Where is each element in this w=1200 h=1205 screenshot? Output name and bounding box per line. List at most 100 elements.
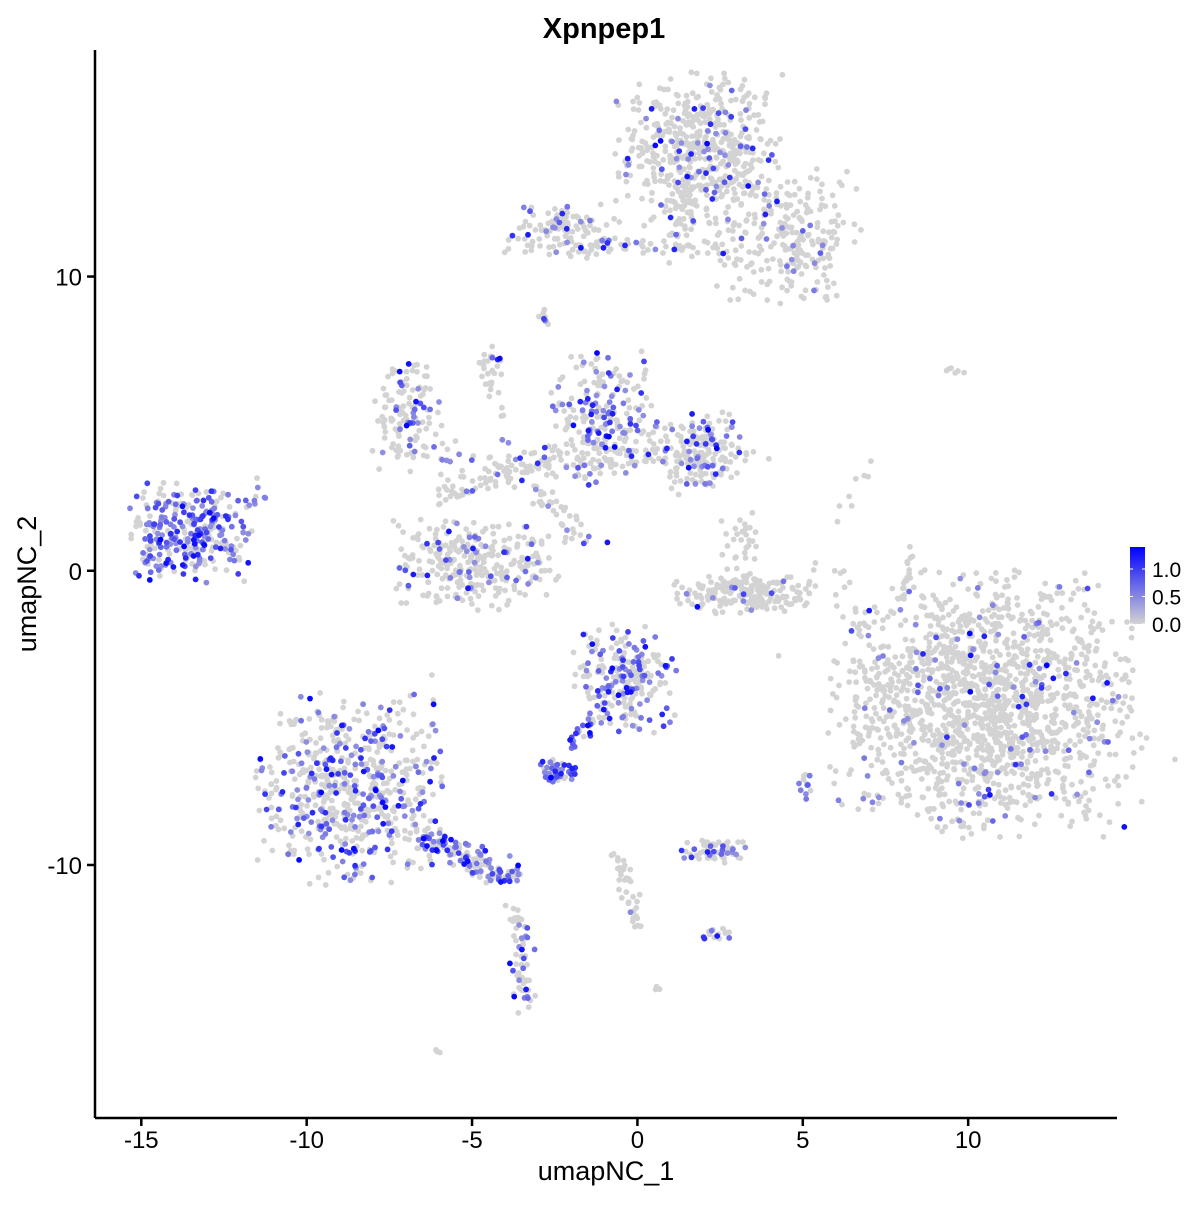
cell-point [1039,698,1046,705]
cell-point [751,556,758,562]
cell-point [626,659,632,666]
cell-point [693,594,700,600]
cell-point [835,797,842,804]
cell-point [699,112,706,119]
cell-point [637,701,643,707]
cell-point [330,805,336,812]
cell-point [580,733,587,740]
cell-point [494,363,501,370]
cell-point [439,456,446,463]
cell-point [403,600,410,606]
cell-point [436,830,443,837]
cell-point [463,590,470,596]
cell-point [304,749,311,755]
cell-point [713,130,719,137]
cell-point [640,412,647,419]
cell-point [484,358,491,364]
cell-point [382,813,389,820]
cell-point [817,206,823,213]
cell-point [135,515,142,521]
cell-point [1095,712,1101,718]
cell-point [486,579,492,586]
cell-point [687,456,694,463]
cell-point [365,795,372,802]
cell-point [763,90,770,97]
cell-point [375,828,382,835]
cell-point [593,479,599,486]
cell-point [963,671,969,677]
cell-point [1005,600,1011,607]
cell-point [1044,685,1051,692]
cell-point [743,92,750,99]
cell-point [902,636,909,643]
cell-point [972,720,979,727]
cell-point [656,127,663,134]
cell-point [645,431,652,438]
cell-point [603,675,610,681]
cell-point [1078,683,1085,690]
cell-point [1102,776,1109,783]
cell-point [723,433,730,439]
cell-point [867,696,873,703]
cell-point [297,807,304,814]
cell-point [1103,672,1110,679]
cell-point [708,75,714,82]
cell-point [739,82,746,89]
cell-point [1048,697,1054,704]
cell-point [748,260,755,267]
cell-point [1078,713,1085,720]
cell-point [787,202,794,209]
cell-point [623,722,629,728]
cell-point [909,659,915,666]
cell-point [742,844,749,851]
cell-point [490,530,497,537]
cell-point [880,697,886,703]
cell-point [463,526,470,532]
cell-point [584,255,590,261]
cell-point [861,667,868,674]
cell-point [750,149,756,156]
cell-point [541,454,548,461]
cell-point [1106,751,1113,758]
cell-point [521,236,528,242]
cell-point [593,392,600,399]
cell-point [702,470,709,477]
cell-point [307,836,314,843]
cell-point [413,731,420,738]
cell-point [392,786,399,793]
cell-point [316,766,323,773]
cell-point [959,776,965,783]
cell-point [1038,732,1045,738]
cell-point [870,646,877,652]
cell-point [505,475,511,482]
cell-point [861,755,868,761]
cell-point [1083,803,1089,809]
cell-point [171,568,178,575]
cell-point [1001,605,1007,611]
cell-point [401,827,408,834]
cell-point [611,470,618,476]
cell-point [416,566,423,573]
cell-point [777,219,784,226]
cell-point [550,224,556,231]
cell-point [943,367,950,374]
cell-point [650,441,657,447]
cell-point [834,222,841,229]
cell-point [555,448,562,454]
cell-point [662,128,668,135]
cell-point [807,787,814,794]
cell-point [430,697,437,703]
cell-point [347,785,354,791]
cell-point [352,824,358,830]
cell-point [915,689,921,696]
cell-point [572,446,578,453]
cell-point [608,456,614,463]
cell-point [518,916,525,923]
cell-point [620,857,627,864]
cell-point [850,658,857,665]
cell-point [1092,662,1099,669]
cell-point [570,649,577,656]
cell-point [193,516,200,523]
cell-point [866,642,873,649]
cell-point [1070,626,1077,633]
